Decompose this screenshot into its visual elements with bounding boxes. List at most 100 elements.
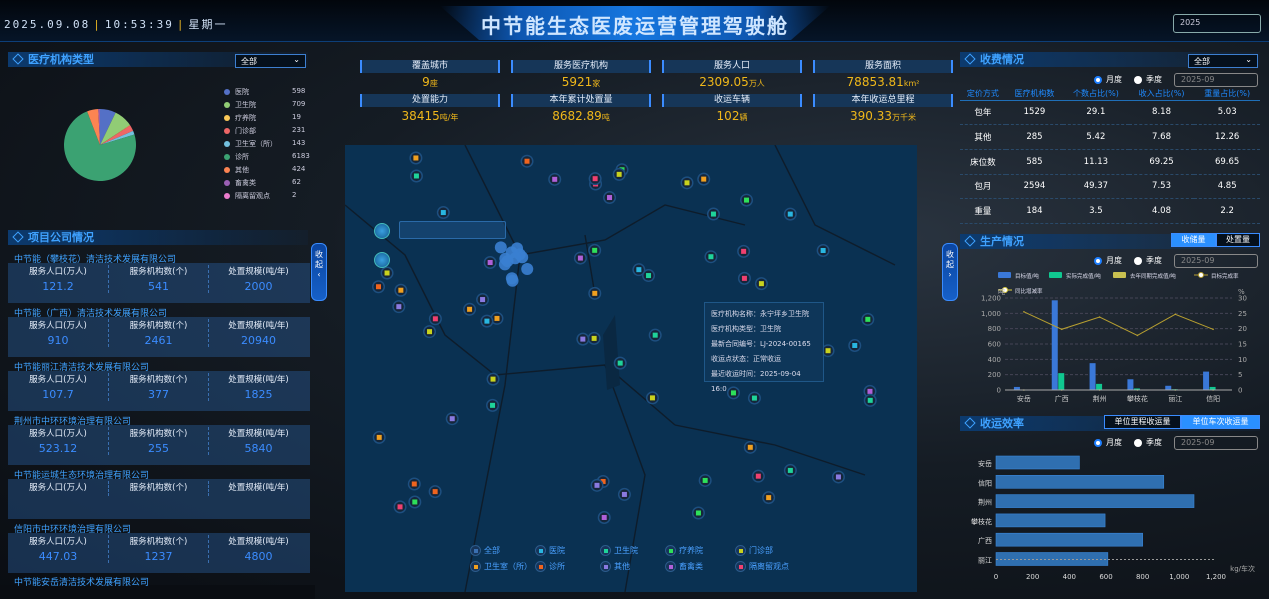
legend-item[interactable]: 医院 598	[224, 87, 308, 97]
search-icon[interactable]	[374, 223, 390, 239]
map-marker[interactable]	[648, 328, 662, 342]
legend-item[interactable]: 畜禽类 62	[224, 178, 308, 188]
map[interactable]: 全部 医院 卫生院 疗养院 门诊部 卫生室（所） 诊所 其他 畜禽类 隔离留观点	[345, 145, 917, 592]
bar[interactable]	[1096, 383, 1103, 390]
map-marker[interactable]	[394, 283, 408, 297]
tab-collection[interactable]: 收储量	[1171, 233, 1216, 247]
map-canvas[interactable]	[345, 145, 917, 592]
map-marker-cluster[interactable]	[521, 262, 534, 275]
map-marker-cluster[interactable]	[494, 241, 507, 254]
pie-slice[interactable]	[100, 130, 135, 145]
map-marker[interactable]	[597, 510, 611, 524]
bar[interactable]	[1089, 363, 1096, 390]
map-search-input[interactable]	[399, 221, 506, 239]
map-marker[interactable]	[520, 154, 534, 168]
bar[interactable]	[995, 513, 1106, 528]
map-legend-item[interactable]: 疗养院	[665, 545, 703, 556]
company-name[interactable]: 中节能丽江清洁技术发展有限公司	[14, 363, 150, 373]
map-marker[interactable]	[698, 473, 712, 487]
production-date-picker[interactable]: 2025-09	[1174, 254, 1258, 268]
company-name[interactable]: 中节能（攀枝花）清洁技术发展有限公司	[14, 255, 177, 265]
company-name[interactable]: 中节能运城生态环境治理有限公司	[14, 471, 150, 481]
pie-slice[interactable]	[98, 109, 100, 145]
map-marker[interactable]	[480, 314, 494, 328]
legend-item[interactable]: 卫生院 709	[224, 100, 308, 110]
legend-item[interactable]: 隔离留观点 2	[224, 191, 308, 201]
tab-disposal[interactable]: 处置量	[1216, 233, 1260, 247]
pie-slice[interactable]	[100, 124, 131, 145]
company-name[interactable]: 中节能（广西）清洁技术发展有限公司	[14, 309, 168, 319]
efficiency-radio-quarter[interactable]: 季度	[1134, 437, 1162, 448]
fees-date-picker[interactable]: 2025-09	[1174, 73, 1258, 87]
bar[interactable]	[1058, 373, 1065, 390]
map-marker[interactable]	[740, 193, 754, 207]
legend-item[interactable]: 门诊部 231	[224, 126, 308, 136]
legend-item[interactable]: 同比增减率	[998, 287, 1043, 295]
company-name[interactable]: 荆州市中环环境治理有限公司	[14, 417, 132, 427]
legend-item[interactable]: 诊所 6183	[224, 152, 310, 162]
map-legend-item[interactable]: 卫生院	[600, 545, 638, 556]
bar[interactable]	[995, 455, 1080, 470]
map-marker[interactable]	[428, 485, 442, 499]
map-marker[interactable]	[409, 151, 423, 165]
map-marker[interactable]	[408, 495, 422, 509]
year-select[interactable]: 2025	[1173, 14, 1261, 33]
bar[interactable]	[1051, 300, 1058, 390]
pie-slice[interactable]	[100, 109, 116, 145]
map-marker[interactable]	[783, 207, 797, 221]
map-marker[interactable]	[848, 338, 862, 352]
legend-item[interactable]: 卫生室（所） 143	[224, 139, 308, 149]
map-legend-item[interactable]: 门诊部	[735, 545, 773, 556]
map-marker[interactable]	[588, 286, 602, 300]
map-marker[interactable]	[407, 477, 421, 491]
map-marker[interactable]	[548, 172, 562, 186]
bar[interactable]	[995, 474, 1165, 489]
map-marker[interactable]	[751, 469, 765, 483]
map-marker[interactable]	[603, 191, 617, 205]
map-marker[interactable]	[490, 311, 504, 325]
map-marker[interactable]	[393, 500, 407, 514]
map-marker[interactable]	[392, 300, 406, 314]
bar[interactable]	[1013, 386, 1020, 390]
tab-per-trip[interactable]: 单位车次收运量	[1181, 415, 1260, 429]
map-marker[interactable]	[691, 506, 705, 520]
map-marker[interactable]	[704, 250, 718, 264]
map-marker[interactable]	[706, 207, 720, 221]
pie-slice[interactable]	[100, 112, 130, 145]
fees-radio-month[interactable]: 月度	[1094, 74, 1122, 85]
map-marker[interactable]	[463, 302, 477, 316]
map-marker[interactable]	[423, 325, 437, 339]
map-marker[interactable]	[816, 243, 830, 257]
map-marker[interactable]	[642, 269, 656, 283]
legend-item[interactable]: 其他 424	[224, 165, 308, 175]
map-marker[interactable]	[821, 344, 835, 358]
map-marker[interactable]	[590, 478, 604, 492]
map-marker[interactable]	[617, 487, 631, 501]
map-marker[interactable]	[486, 372, 500, 386]
legend-item[interactable]: 疗养院 19	[224, 113, 308, 123]
map-marker[interactable]	[743, 440, 757, 454]
fees-radio-quarter[interactable]: 季度	[1134, 74, 1162, 85]
map-marker[interactable]	[588, 172, 602, 186]
map-marker[interactable]	[697, 172, 711, 186]
map-legend-item[interactable]: 卫生室（所）	[470, 561, 532, 572]
map-marker[interactable]	[409, 169, 423, 183]
fees-filter-select[interactable]: 全部 ⌄	[1188, 54, 1258, 68]
map-marker[interactable]	[576, 332, 590, 346]
pie-slice[interactable]	[87, 109, 100, 145]
map-legend-item[interactable]: 隔离留观点	[735, 561, 789, 572]
legend-item[interactable]: 目标值/吨	[998, 272, 1039, 280]
tab-per-mileage[interactable]: 单位里程收运量	[1104, 415, 1181, 429]
pie-slice[interactable]	[100, 125, 134, 145]
map-marker-cluster[interactable]	[506, 274, 519, 287]
map-marker[interactable]	[863, 393, 877, 407]
map-marker[interactable]	[372, 280, 386, 294]
efficiency-radio-month[interactable]: 月度	[1094, 437, 1122, 448]
collapse-left-button[interactable]: 收起 ‹	[311, 243, 327, 301]
map-legend-item[interactable]: 其他	[600, 561, 630, 572]
map-marker-cluster[interactable]	[511, 242, 524, 255]
map-marker[interactable]	[632, 263, 646, 277]
map-legend-item[interactable]: 诊所	[535, 561, 565, 572]
bar[interactable]	[1127, 379, 1134, 390]
legend-item[interactable]: 目标完成率	[1194, 272, 1239, 280]
